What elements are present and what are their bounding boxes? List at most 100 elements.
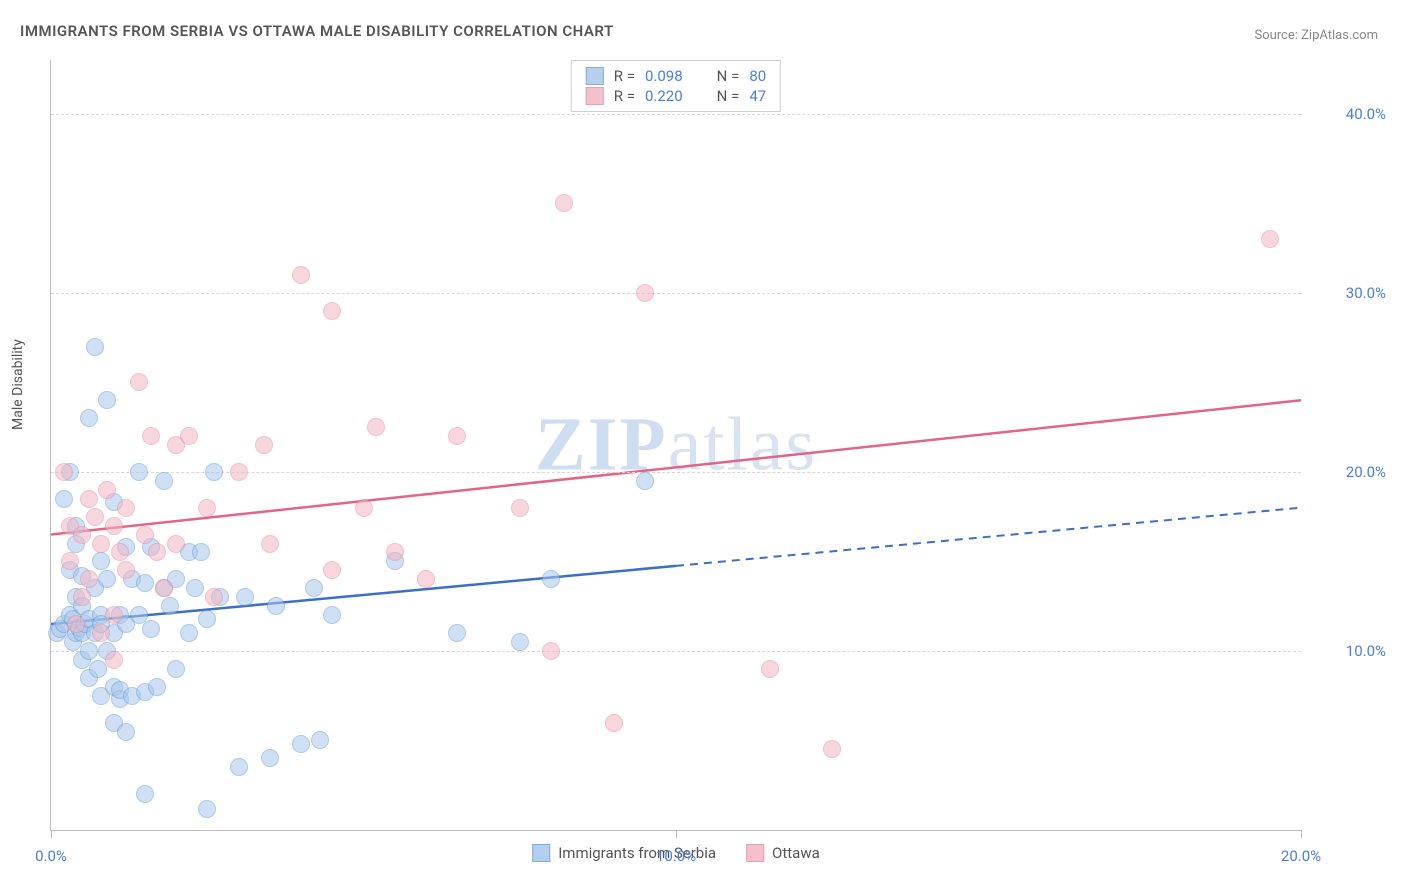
x-tick-label: 0.0%	[35, 847, 67, 865]
scatter-point	[67, 615, 85, 633]
scatter-point	[1261, 230, 1279, 248]
scatter-point	[192, 543, 210, 561]
scatter-point	[267, 597, 285, 615]
scatter-point	[148, 543, 166, 561]
source-label: Source: ZipAtlas.com	[1254, 28, 1378, 43]
scatter-point	[323, 561, 341, 579]
scatter-point	[198, 610, 216, 628]
scatter-point	[311, 731, 329, 749]
scatter-point	[186, 579, 204, 597]
scatter-point	[136, 526, 154, 544]
scatter-point	[542, 570, 560, 588]
scatter-point	[205, 463, 223, 481]
scatter-point	[448, 624, 466, 642]
stats-row-ottawa: R = 0.220 N = 47	[586, 86, 766, 106]
scatter-point	[261, 535, 279, 553]
scatter-point	[355, 499, 373, 517]
scatter-point	[61, 552, 79, 570]
gridline-h	[51, 293, 1301, 294]
scatter-point	[142, 427, 160, 445]
scatter-point	[117, 723, 135, 741]
swatch-serbia	[586, 67, 604, 85]
chart-title: IMMIGRANTS FROM SERBIA VS OTTAWA MALE DI…	[20, 22, 614, 40]
x-tick	[1301, 830, 1302, 838]
scatter-point	[255, 436, 273, 454]
scatter-point	[86, 338, 104, 356]
scatter-point	[80, 642, 98, 660]
stats-legend: R = 0.098 N = 80 R = 0.220 N = 47	[571, 60, 781, 112]
scatter-point	[55, 463, 73, 481]
scatter-point	[136, 574, 154, 592]
scatter-point	[73, 588, 91, 606]
scatter-point	[542, 642, 560, 660]
scatter-point	[636, 472, 654, 490]
scatter-point	[161, 597, 179, 615]
scatter-point	[180, 624, 198, 642]
scatter-point	[180, 427, 198, 445]
gridline-h	[51, 114, 1301, 115]
regression-lines	[51, 60, 1301, 830]
scatter-point	[105, 517, 123, 535]
swatch-serbia-bottom	[532, 844, 550, 862]
scatter-point	[92, 535, 110, 553]
scatter-point	[323, 302, 341, 320]
scatter-point	[555, 194, 573, 212]
scatter-point	[823, 740, 841, 758]
scatter-point	[80, 490, 98, 508]
x-tick	[51, 830, 52, 838]
swatch-ottawa	[586, 87, 604, 105]
x-tick-label: 20.0%	[1281, 847, 1321, 865]
plot-area: ZIPatlas R = 0.098 N = 80 R = 0.220 N = …	[50, 60, 1301, 831]
scatter-point	[367, 418, 385, 436]
scatter-point	[80, 570, 98, 588]
stats-row-serbia: R = 0.098 N = 80	[586, 66, 766, 86]
x-tick-label: 10.0%	[656, 847, 696, 865]
scatter-point	[98, 570, 116, 588]
scatter-point	[323, 606, 341, 624]
scatter-point	[86, 508, 104, 526]
scatter-point	[92, 624, 110, 642]
watermark: ZIPatlas	[535, 402, 817, 489]
scatter-point	[292, 735, 310, 753]
scatter-point	[105, 651, 123, 669]
legend-item-ottawa: Ottawa	[746, 844, 820, 862]
scatter-point	[198, 800, 216, 818]
swatch-ottawa-bottom	[746, 844, 764, 862]
scatter-point	[292, 266, 310, 284]
y-tick-label: 40.0%	[1311, 105, 1386, 123]
scatter-point	[167, 660, 185, 678]
scatter-point	[605, 714, 623, 732]
scatter-point	[198, 499, 216, 517]
scatter-point	[130, 463, 148, 481]
y-tick-label: 20.0%	[1311, 463, 1386, 481]
scatter-point	[205, 588, 223, 606]
scatter-point	[142, 620, 160, 638]
scatter-point	[761, 660, 779, 678]
scatter-point	[386, 543, 404, 561]
scatter-point	[111, 543, 129, 561]
scatter-point	[98, 391, 116, 409]
y-axis-label: Male Disability	[10, 339, 26, 430]
gridline-h	[51, 651, 1301, 652]
scatter-point	[117, 499, 135, 517]
scatter-point	[136, 785, 154, 803]
x-tick	[676, 830, 677, 838]
scatter-point	[636, 284, 654, 302]
scatter-point	[73, 526, 91, 544]
y-tick-label: 30.0%	[1311, 284, 1386, 302]
scatter-point	[130, 373, 148, 391]
scatter-point	[230, 463, 248, 481]
scatter-point	[155, 472, 173, 490]
scatter-point	[98, 481, 116, 499]
scatter-point	[80, 409, 98, 427]
scatter-point	[230, 758, 248, 776]
scatter-point	[511, 633, 529, 651]
scatter-point	[261, 749, 279, 767]
scatter-point	[105, 606, 123, 624]
scatter-point	[448, 427, 466, 445]
scatter-point	[92, 552, 110, 570]
scatter-point	[511, 499, 529, 517]
scatter-point	[117, 561, 135, 579]
scatter-point	[155, 579, 173, 597]
scatter-point	[167, 535, 185, 553]
